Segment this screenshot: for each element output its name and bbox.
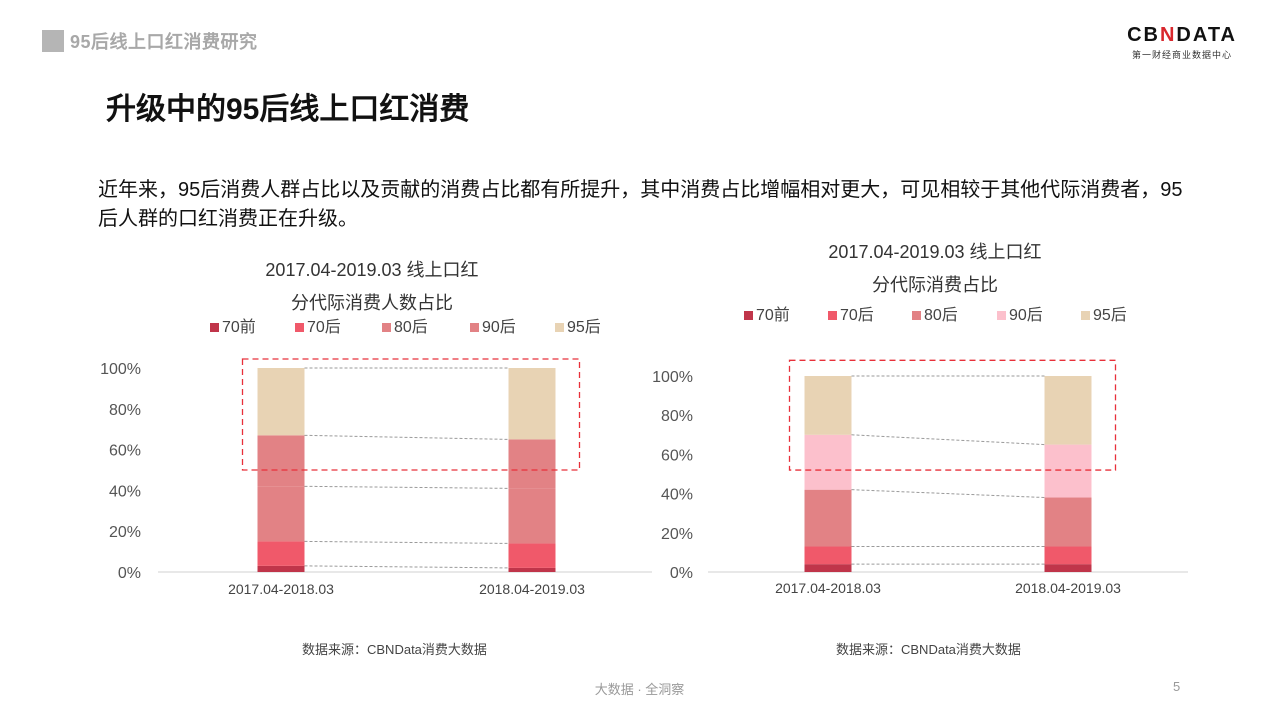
chart-left-category-label-0: 2017.04-2018.03 (228, 581, 334, 597)
chart-left-category-label-1: 2018.04-2019.03 (479, 581, 585, 597)
section-marker-icon (42, 30, 64, 52)
chart-left-legend-label-4: 95后 (567, 318, 601, 336)
chart-left-legend-label-0: 70前 (222, 318, 256, 336)
chart-left-legend-swatch-1 (295, 323, 304, 332)
chart-right-highlight-box (788, 359, 1117, 471)
chart-right-bar-1-seg-1 (1044, 546, 1092, 565)
chart-right-legend-swatch-2 (912, 311, 921, 320)
chart-right-ytick-label: 60% (661, 447, 693, 464)
chart-left-ytick-label: 20% (109, 524, 141, 541)
chart-left-legend-label-2: 80后 (394, 318, 428, 336)
chart-right-connector-line (851, 489, 1045, 499)
logo-wordmark: CBNDATA (1127, 24, 1237, 46)
chart-right-bar-1-seg-4 (1044, 376, 1092, 445)
chart-left-connector-line (304, 565, 509, 569)
chart-left-highlight-box (241, 358, 581, 471)
chart-right-bar-1-seg-2 (1044, 497, 1092, 547)
chart-right-bar-0-seg-0 (804, 564, 852, 572)
chart-left-connector-line (304, 434, 509, 440)
footer-slogan: 大数据 · 全洞察 (594, 682, 685, 697)
chart-right-subtitle: 分代际消费占比 (872, 275, 998, 295)
chart-left-bar-1-seg-4 (508, 368, 556, 440)
chart-left-subtitle: 分代际消费人数占比 (291, 293, 453, 313)
chart-left-bar-0-seg-2 (257, 486, 305, 542)
chart-left-title: 2017.04-2019.03 线上口红 (265, 260, 478, 280)
chart-right-ytick-label: 20% (661, 526, 693, 543)
chart-right-legend-swatch-1 (828, 311, 837, 320)
chart-left-legend-swatch-3 (470, 323, 479, 332)
chart-left-legend-swatch-0 (210, 323, 219, 332)
page-title: 升级中的95后线上口红消费 (106, 93, 470, 126)
chart-left-bar-0-seg-3 (257, 435, 305, 487)
chart-right-title: 2017.04-2019.03 线上口红 (828, 242, 1041, 262)
page-number: 5 (1173, 679, 1181, 694)
chart-left-ytick-label: 100% (100, 361, 141, 378)
chart-left-bar-1-seg-1 (508, 543, 556, 568)
intro-paragraph: 近年来，95后消费人群占比以及贡献的消费占比都有所提升，其中消费占比增幅相对更大… (98, 179, 1183, 230)
chart-left-bar-1-seg-3 (508, 439, 556, 489)
chart-left-ytick-label: 40% (109, 483, 141, 500)
chart-right-source: 数据来源：CBNData消费大数据 (836, 642, 1021, 657)
chart-right-ytick-label: 100% (652, 369, 693, 386)
section-header: 95后线上口红消费研究 (42, 28, 258, 54)
chart-left-connector-line (304, 485, 509, 489)
chart-left-legend-label-3: 90后 (482, 318, 516, 336)
chart-right-legend-label-2: 80后 (924, 306, 958, 324)
chart-right-legend-swatch-4 (1081, 311, 1090, 320)
chart-left-ytick-label: 80% (109, 402, 141, 419)
chart-right-ytick-label: 0% (670, 565, 693, 582)
chart-right-bar-1-seg-3 (1044, 444, 1092, 498)
chart-left-bar-0-seg-1 (257, 541, 305, 566)
chart-right-bar-0-seg-1 (804, 546, 852, 565)
chart-right-ytick-label: 40% (661, 487, 693, 504)
chart-right-connector-line (851, 434, 1045, 446)
chart-right-bar-0-seg-2 (804, 489, 852, 547)
chart-right-legend-swatch-3 (997, 311, 1006, 320)
chart-left-ytick-label: 60% (109, 443, 141, 460)
chart-left-legend-label-1: 70后 (307, 318, 341, 336)
chart-right-category-label-0: 2017.04-2018.03 (775, 580, 881, 596)
chart-right-bar-0-seg-4 (804, 376, 852, 435)
chart-left-bar-0-seg-4 (257, 368, 305, 436)
chart-right-category-label-1: 2018.04-2019.03 (1015, 580, 1121, 596)
chart-right-legend-swatch-0 (744, 311, 753, 320)
section-title: 95后线上口红消费研究 (70, 32, 258, 52)
chart-right-legend-label-3: 90后 (1009, 306, 1043, 324)
chart-right-legend-label-1: 70后 (840, 306, 874, 324)
chart-left-legend-swatch-2 (382, 323, 391, 332)
chart-right-ytick-label: 80% (661, 408, 693, 425)
chart-left-source: 数据来源：CBNData消费大数据 (302, 642, 487, 657)
chart-right-legend-label-0: 70前 (756, 306, 790, 324)
chart-right-bar-0-seg-3 (804, 434, 852, 490)
chart-left-bar-1-seg-2 (508, 488, 556, 544)
cbndata-logo: CBNDATA 第一财经商业数据中心 (1127, 24, 1237, 61)
chart-left-bar-0-seg-0 (257, 565, 305, 572)
chart-right-bar-1-seg-0 (1044, 564, 1092, 572)
logo-subtitle: 第一财经商业数据中心 (1132, 50, 1233, 60)
chart-left-legend-swatch-4 (555, 323, 564, 332)
chart-left-connector-line (304, 540, 509, 544)
chart-right-legend-label-4: 95后 (1093, 306, 1127, 324)
chart-left-ytick-label: 0% (118, 565, 141, 582)
chart-left-bar-1-seg-0 (508, 567, 556, 572)
